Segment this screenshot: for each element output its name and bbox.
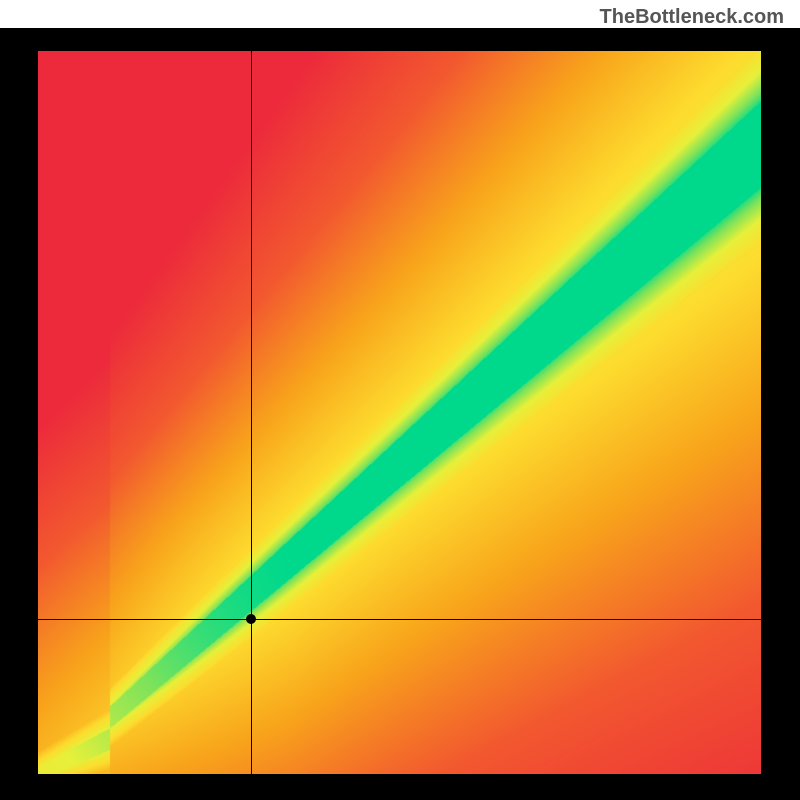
marker-dot	[246, 614, 256, 624]
heatmap-canvas	[38, 51, 761, 774]
plot-area	[38, 51, 761, 774]
crosshair-vertical	[251, 51, 252, 774]
watermark-text: TheBottleneck.com	[600, 6, 784, 29]
chart-frame	[0, 28, 800, 800]
chart-container: TheBottleneck.com	[0, 0, 800, 800]
crosshair-horizontal	[38, 619, 761, 620]
